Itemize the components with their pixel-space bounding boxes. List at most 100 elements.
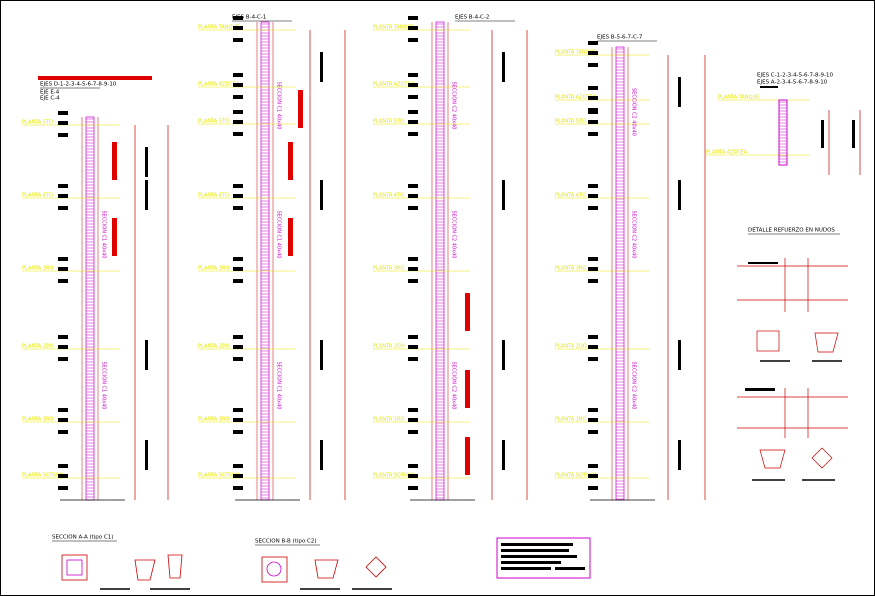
beam-section [58, 335, 68, 339]
beam-section [408, 267, 418, 271]
column-subtitle: EJE E-4 [40, 90, 60, 96]
beam-section [58, 486, 68, 490]
beam-section [588, 464, 598, 468]
level-label: PLANTA 5TO [373, 119, 404, 125]
beam-section [588, 267, 598, 271]
level-label: PLANTA 1RO [555, 417, 586, 423]
elevation-mark [678, 180, 681, 210]
beam-section [408, 430, 418, 434]
beam-section [233, 279, 243, 283]
joint-detail [737, 258, 848, 481]
beam-section [58, 357, 68, 361]
rebar-mark [465, 293, 470, 331]
level-label: PLANTA 4TO [373, 193, 404, 199]
beam-section [588, 257, 598, 261]
legend-box [496, 537, 591, 579]
level-label: PLANTA SOTANO [373, 473, 415, 479]
level-label: PLANTA 5TO [22, 120, 53, 126]
beam-section [588, 184, 598, 188]
beam-section [233, 120, 243, 124]
beam-section [408, 474, 418, 478]
column-title: EJES B-5-6-7-C-7 [597, 35, 643, 41]
beam-section [588, 408, 598, 412]
beam-section [408, 408, 418, 412]
beam-section [588, 63, 598, 67]
level-label: PLANTA AZOTEA [373, 82, 415, 88]
level-label: PLANTA 1RO [373, 417, 404, 423]
beam-section [408, 38, 418, 42]
rebar-mark [465, 370, 470, 408]
beam-section [58, 345, 68, 349]
beam-section [408, 95, 418, 99]
beam-section [233, 83, 243, 87]
elevation-mark [320, 340, 323, 370]
section-label: SECCION C2 40x40 [631, 361, 637, 409]
beam-section [588, 335, 598, 339]
level-label: PLANTA TANQUE [555, 50, 596, 56]
elevation-mark [678, 340, 681, 370]
beam-section [588, 486, 598, 490]
elevation-mark [320, 440, 323, 470]
beam-section [233, 110, 243, 114]
beam-section [58, 464, 68, 468]
rebar-mark [288, 218, 293, 256]
beam-section [408, 194, 418, 198]
detail-title: EJES A-2-3-4-5-6-7-8-9-10 [757, 80, 828, 86]
level-label: PLANTA 2DO [373, 344, 405, 350]
elevation-mark [502, 440, 505, 470]
beam-section [588, 41, 598, 45]
section-label: SECCION C1 40x40 [276, 81, 282, 129]
beam-section [233, 26, 243, 30]
section-details [61, 554, 392, 590]
beam-section [233, 474, 243, 478]
elevation-mark [502, 180, 505, 210]
beam-section [58, 184, 68, 188]
level-label: PLANTA 2DO [198, 344, 230, 350]
beam-section [588, 120, 598, 124]
detail-title: EJES C-1-2-3-4-5-6-7-8-9-10 [757, 73, 833, 79]
level-label: PLANTA 2DO [22, 344, 54, 350]
section-title: SECCION B-B (tipo C2) [255, 539, 316, 545]
column-title: EJES B-4-C-2 [455, 15, 489, 21]
beam-section [58, 408, 68, 412]
beam-section [408, 83, 418, 87]
beam-section [233, 257, 243, 261]
beam-section [408, 26, 418, 30]
section-label: SECCION C1 40x40 [101, 210, 107, 258]
level-label: PLANTA SOTANO [22, 473, 64, 479]
beam-section [233, 194, 243, 198]
beam-section [408, 357, 418, 361]
beam-section [408, 132, 418, 136]
beam-section [233, 464, 243, 468]
beam-section [58, 430, 68, 434]
beam-section [233, 418, 243, 422]
elevation-mark [502, 52, 505, 82]
beam-section [58, 194, 68, 198]
beam-section [233, 38, 243, 42]
level-label: PLANTA TANQUE [373, 25, 414, 31]
beam-section [588, 110, 598, 114]
beam-section [233, 335, 243, 339]
beam-section [588, 86, 598, 90]
beam-section [588, 345, 598, 349]
beam-section [58, 121, 68, 125]
beam-section [233, 345, 243, 349]
beam-section [588, 357, 598, 361]
rebar-mark [288, 142, 293, 180]
beam-section [588, 206, 598, 210]
column-strip [85, 116, 95, 501]
elevation-mark [821, 120, 824, 148]
beam-section [58, 133, 68, 137]
level-label: PLANTA 5TO [555, 119, 586, 125]
title-bar [760, 86, 778, 88]
beam-section [408, 335, 418, 339]
column-title: EJES D-1-2-3-4-5-6-7-8-9-10 [40, 82, 117, 88]
beam-section [408, 16, 418, 20]
beam-section [408, 184, 418, 188]
beam-section [233, 408, 243, 412]
rebar-mark [465, 437, 470, 475]
level-label: PLANTA AZOTEA [706, 150, 748, 156]
beam-section [588, 51, 598, 55]
level-label: PLANTA 2DO [555, 344, 587, 350]
